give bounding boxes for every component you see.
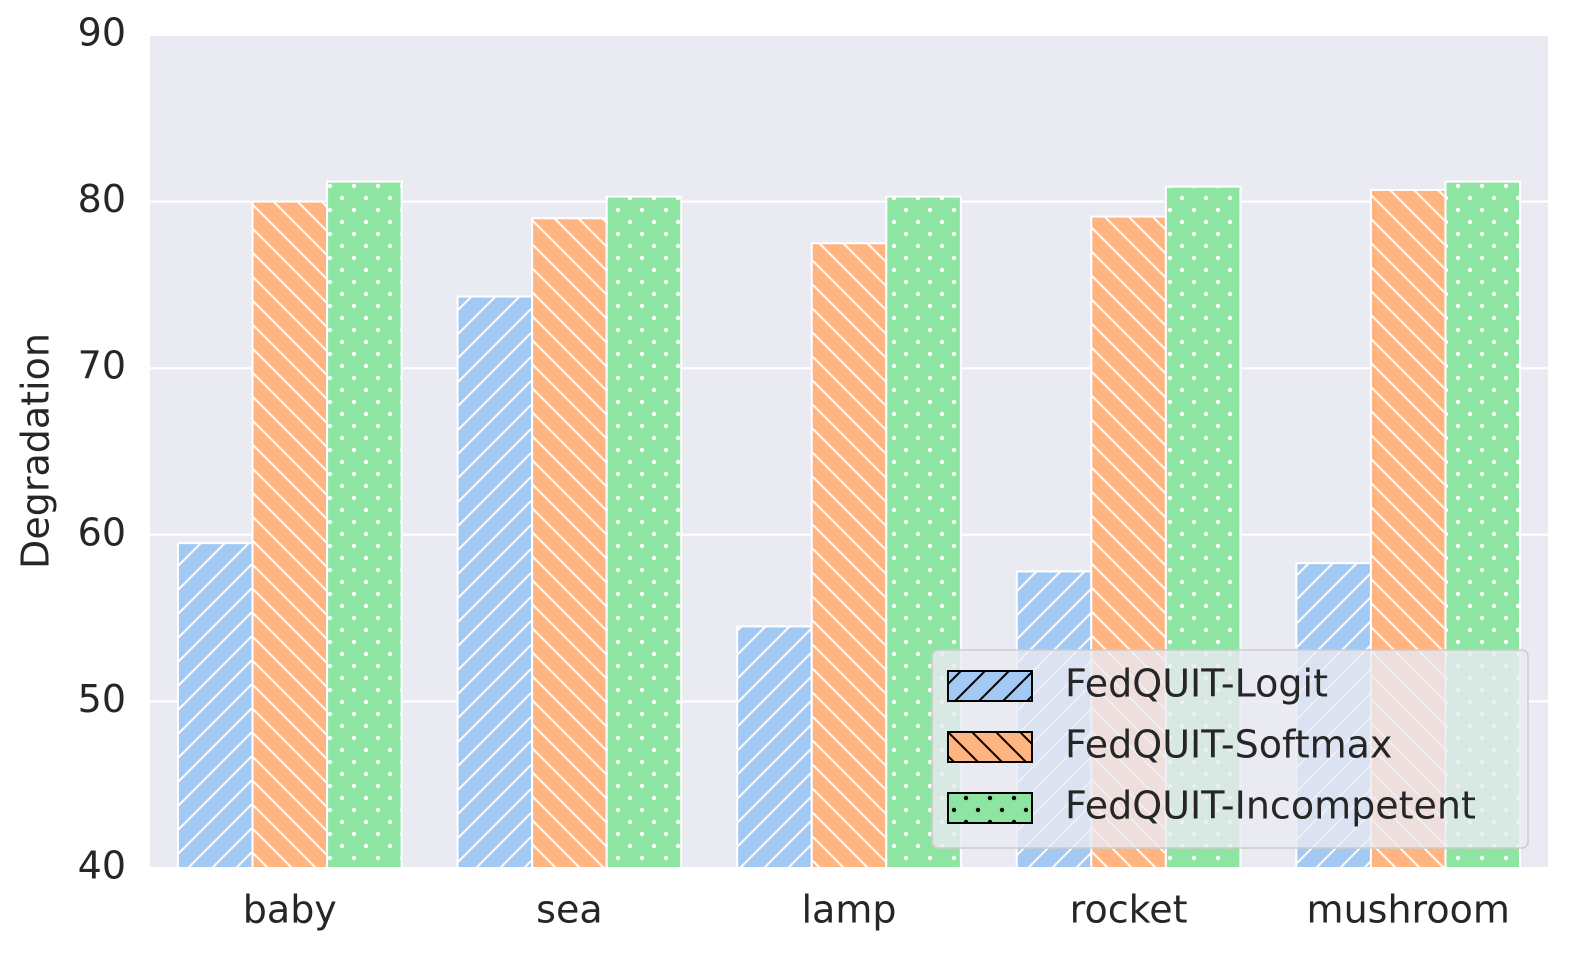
bar [605, 195, 683, 870]
bar [456, 295, 534, 869]
bar [810, 242, 888, 869]
legend-swatch [947, 792, 1033, 824]
y-tick-label: 70 [78, 344, 126, 388]
y-tick-label: 80 [78, 177, 126, 221]
legend-label: FedQUIT-Logit [1065, 662, 1328, 706]
bar [176, 542, 254, 869]
x-tick-label: baby [243, 888, 337, 932]
x-tick-label: rocket [1070, 888, 1188, 932]
legend-box [931, 649, 1529, 849]
legend-swatch [947, 731, 1033, 763]
x-tick-label: lamp [802, 888, 897, 932]
legend-label: FedQUIT-Incompetent [1065, 784, 1476, 828]
y-axis-label: Degradation [14, 333, 58, 569]
y-tick-label: 60 [78, 510, 126, 554]
x-tick-label: mushroom [1307, 888, 1510, 932]
bar [251, 200, 329, 870]
legend: FedQUIT-Logit FedQUIT-Softmax FedQUIT-Inco… [931, 649, 1529, 849]
x-tick-label: sea [536, 888, 602, 932]
y-tick-label: 50 [78, 677, 126, 721]
y-tick-label: 40 [78, 844, 126, 888]
bar [736, 625, 813, 869]
legend-swatch [947, 670, 1033, 702]
legend-label: FedQUIT-Softmax [1065, 723, 1392, 767]
y-tick-label: 90 [78, 11, 126, 55]
bar [531, 217, 608, 869]
bar [326, 180, 403, 870]
